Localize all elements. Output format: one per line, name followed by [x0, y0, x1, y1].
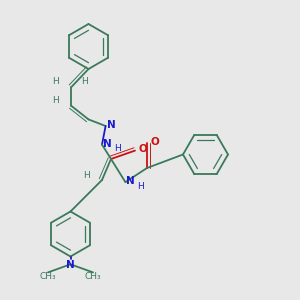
- Text: N: N: [66, 260, 75, 270]
- Text: N: N: [103, 139, 112, 149]
- Text: CH₃: CH₃: [40, 272, 56, 281]
- Text: H: H: [114, 144, 121, 153]
- Text: O: O: [139, 144, 147, 154]
- Text: H: H: [52, 77, 59, 86]
- Text: H: H: [137, 182, 144, 191]
- Text: O: O: [151, 136, 159, 147]
- Text: N: N: [107, 120, 116, 130]
- Text: N: N: [126, 176, 135, 186]
- Text: H: H: [82, 77, 88, 86]
- Text: CH₃: CH₃: [85, 272, 101, 281]
- Text: H: H: [83, 171, 90, 180]
- Text: H: H: [52, 96, 59, 105]
